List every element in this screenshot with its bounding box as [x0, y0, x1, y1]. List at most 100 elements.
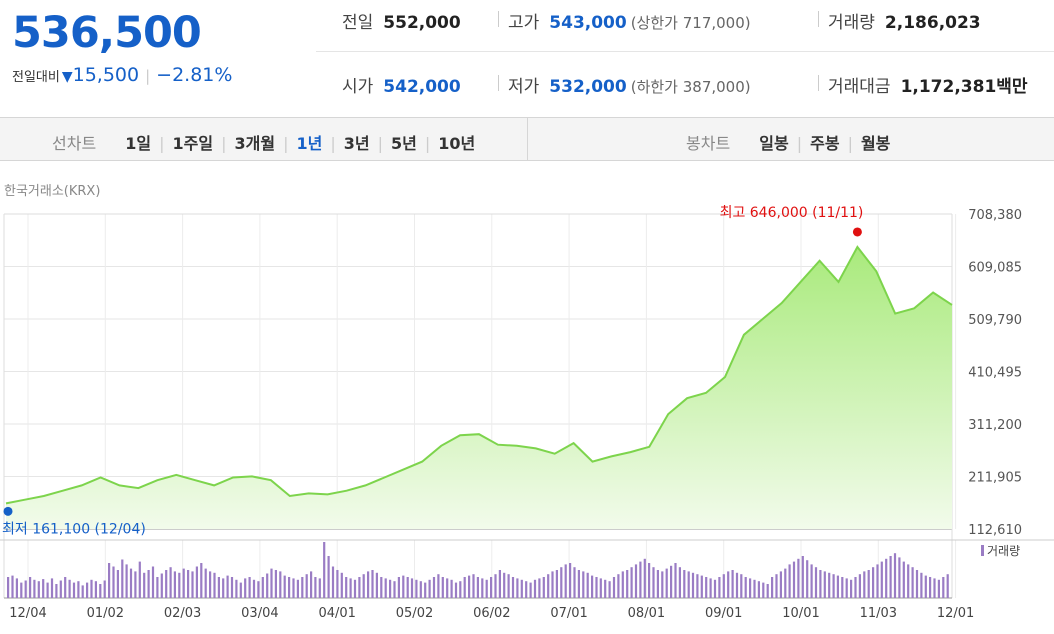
volume-bar	[415, 579, 418, 598]
volume-bar	[481, 578, 484, 598]
volume-bar	[230, 577, 234, 598]
volume-bar	[709, 578, 712, 598]
volume-bar	[112, 566, 115, 598]
line-tab-0[interactable]: 1일	[125, 134, 152, 153]
x-tick-label: 12/04	[9, 606, 46, 621]
volume-bar	[288, 577, 291, 598]
volume-bar	[494, 574, 497, 598]
volume-bar	[274, 570, 277, 598]
volume-bar	[195, 566, 198, 598]
x-tick-label: 01/02	[87, 606, 124, 621]
volume-bar	[542, 577, 545, 598]
volume-bar	[907, 564, 910, 598]
line-tab-5[interactable]: 5년	[390, 134, 417, 153]
volume-bar	[648, 563, 651, 598]
volume-bar	[331, 566, 335, 598]
volume-bar	[889, 556, 892, 598]
volume-bar	[384, 578, 387, 598]
volume-bar	[863, 571, 866, 598]
volume-bar	[472, 574, 475, 598]
volume-bar	[924, 575, 927, 598]
volume-bar	[661, 571, 664, 598]
volume-bar	[156, 577, 159, 598]
volume-bar	[915, 570, 919, 598]
volume-bar	[569, 563, 572, 598]
volume-bar	[705, 577, 708, 598]
volume-bar	[340, 572, 343, 598]
volume-bar	[446, 578, 449, 598]
volume-bar	[687, 571, 690, 598]
volume-bar	[266, 573, 269, 598]
volume-bar	[213, 572, 216, 598]
line-tab-1[interactable]: 1주일	[172, 134, 214, 153]
volume-bar	[463, 577, 466, 598]
volume-bar	[424, 582, 427, 598]
volume-bar	[920, 572, 923, 598]
volume-bar	[727, 571, 730, 598]
stat-trade-value: 거래대금 1,172,381백만	[818, 72, 1028, 97]
volume-bar	[310, 571, 313, 598]
volume-bar	[419, 581, 422, 598]
volume-bar	[305, 574, 308, 598]
volume-bar	[511, 577, 515, 598]
volume-bar	[525, 581, 528, 598]
volume-bar	[547, 574, 550, 598]
tab-separator: |	[330, 134, 336, 153]
volume-bar	[151, 566, 155, 598]
down-triangle-icon: ▼	[61, 69, 73, 85]
candle-tab-2[interactable]: 월봉	[860, 134, 891, 153]
line-tab-2[interactable]: 3개월	[234, 134, 276, 153]
volume-bar	[29, 577, 32, 598]
volume-bar	[573, 567, 576, 598]
line-chart-tabs: 선차트 1일 | 1주일 | 3개월 | 1년 | 3년 | 5년 | 10년	[52, 130, 483, 154]
tab-separator: |	[796, 134, 803, 153]
volume-bar	[468, 575, 471, 598]
line-tab-6[interactable]: 10년	[438, 134, 476, 153]
line-tab-3[interactable]: 1년	[296, 134, 323, 153]
volume-bar	[200, 563, 203, 598]
volume-bar	[766, 584, 769, 598]
volume-bar	[441, 577, 444, 598]
candle-tab-1[interactable]: 주봉	[810, 134, 840, 153]
volume-bar	[665, 568, 668, 598]
x-tick-label: 03/04	[241, 606, 278, 621]
candle-tab-0[interactable]: 일봉	[759, 134, 789, 153]
volume-bar	[643, 558, 646, 598]
change-percent: −2.81%	[156, 64, 233, 86]
line-tab-4[interactable]: 3년	[343, 134, 370, 153]
volume-bar	[498, 570, 501, 598]
volume-bar	[353, 579, 357, 598]
volume-bar	[942, 577, 945, 598]
volume-bar	[485, 579, 488, 598]
x-tick-label: 06/02	[473, 606, 510, 621]
volume-bar	[296, 579, 299, 598]
volume-bar	[99, 584, 102, 598]
volume-bar	[129, 568, 133, 598]
volume-bar	[691, 572, 695, 598]
volume-bar	[749, 578, 752, 598]
x-tick-label: 07/01	[550, 606, 587, 621]
x-tick-label: 02/03	[164, 606, 201, 621]
volume-bar	[147, 570, 150, 598]
volume-bar	[406, 577, 409, 598]
volume-bar	[336, 570, 339, 598]
volume-bar	[529, 582, 532, 598]
volume-bar	[459, 581, 462, 598]
volume-bar	[257, 581, 260, 598]
quote-summary: 536,500 전일대비 ▼15,500 | −2.81% 전일 552,000 고가 5…	[0, 0, 1054, 104]
row-divider	[316, 51, 1054, 52]
volume-bar	[50, 578, 54, 598]
y-tick-label: 311,200	[968, 418, 1022, 433]
volume-bar	[507, 574, 510, 598]
volume-bar	[160, 573, 163, 598]
volume-bar	[670, 565, 673, 598]
volume-bar	[244, 578, 247, 598]
stat-grid: 전일 552,000 고가 543,000 (상한가 717,000) 거래량 2,18…	[316, 0, 1054, 104]
volume-bar	[591, 575, 594, 598]
volume-bar	[380, 577, 383, 598]
volume-bar	[639, 561, 642, 598]
x-tick-label: 05/02	[396, 606, 433, 621]
volume-bar	[836, 575, 839, 598]
volume-bar	[454, 582, 458, 598]
volume-bar	[626, 570, 629, 598]
